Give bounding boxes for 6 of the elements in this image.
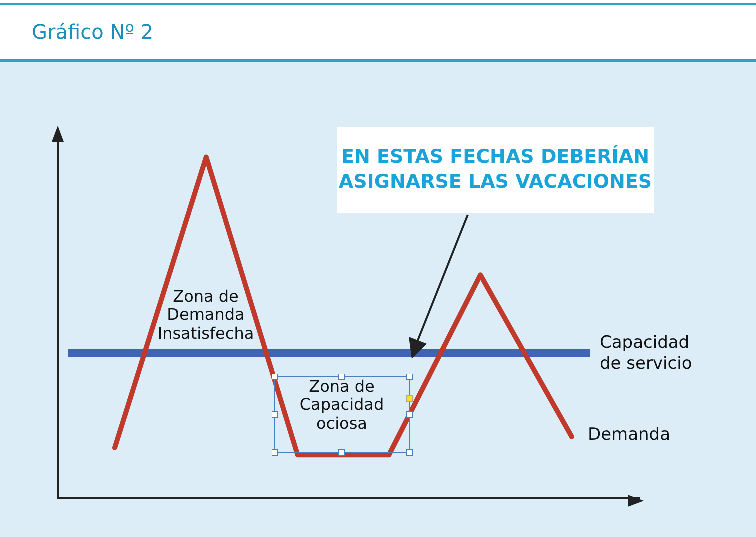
ref-line-label: Capacidad de servicio — [600, 333, 694, 376]
series-label: Demanda — [588, 425, 671, 445]
chart-title: Gráfico Nº 2 — [32, 20, 154, 44]
annotation: Zona de Capacidad ociosa — [298, 377, 386, 434]
annotation: EN ESTAS FECHAS DEBERÍAN ASIGNARSE LAS VACACIONES — [337, 127, 654, 213]
annotation: Zona de Demanda Insatisfecha — [156, 287, 256, 344]
